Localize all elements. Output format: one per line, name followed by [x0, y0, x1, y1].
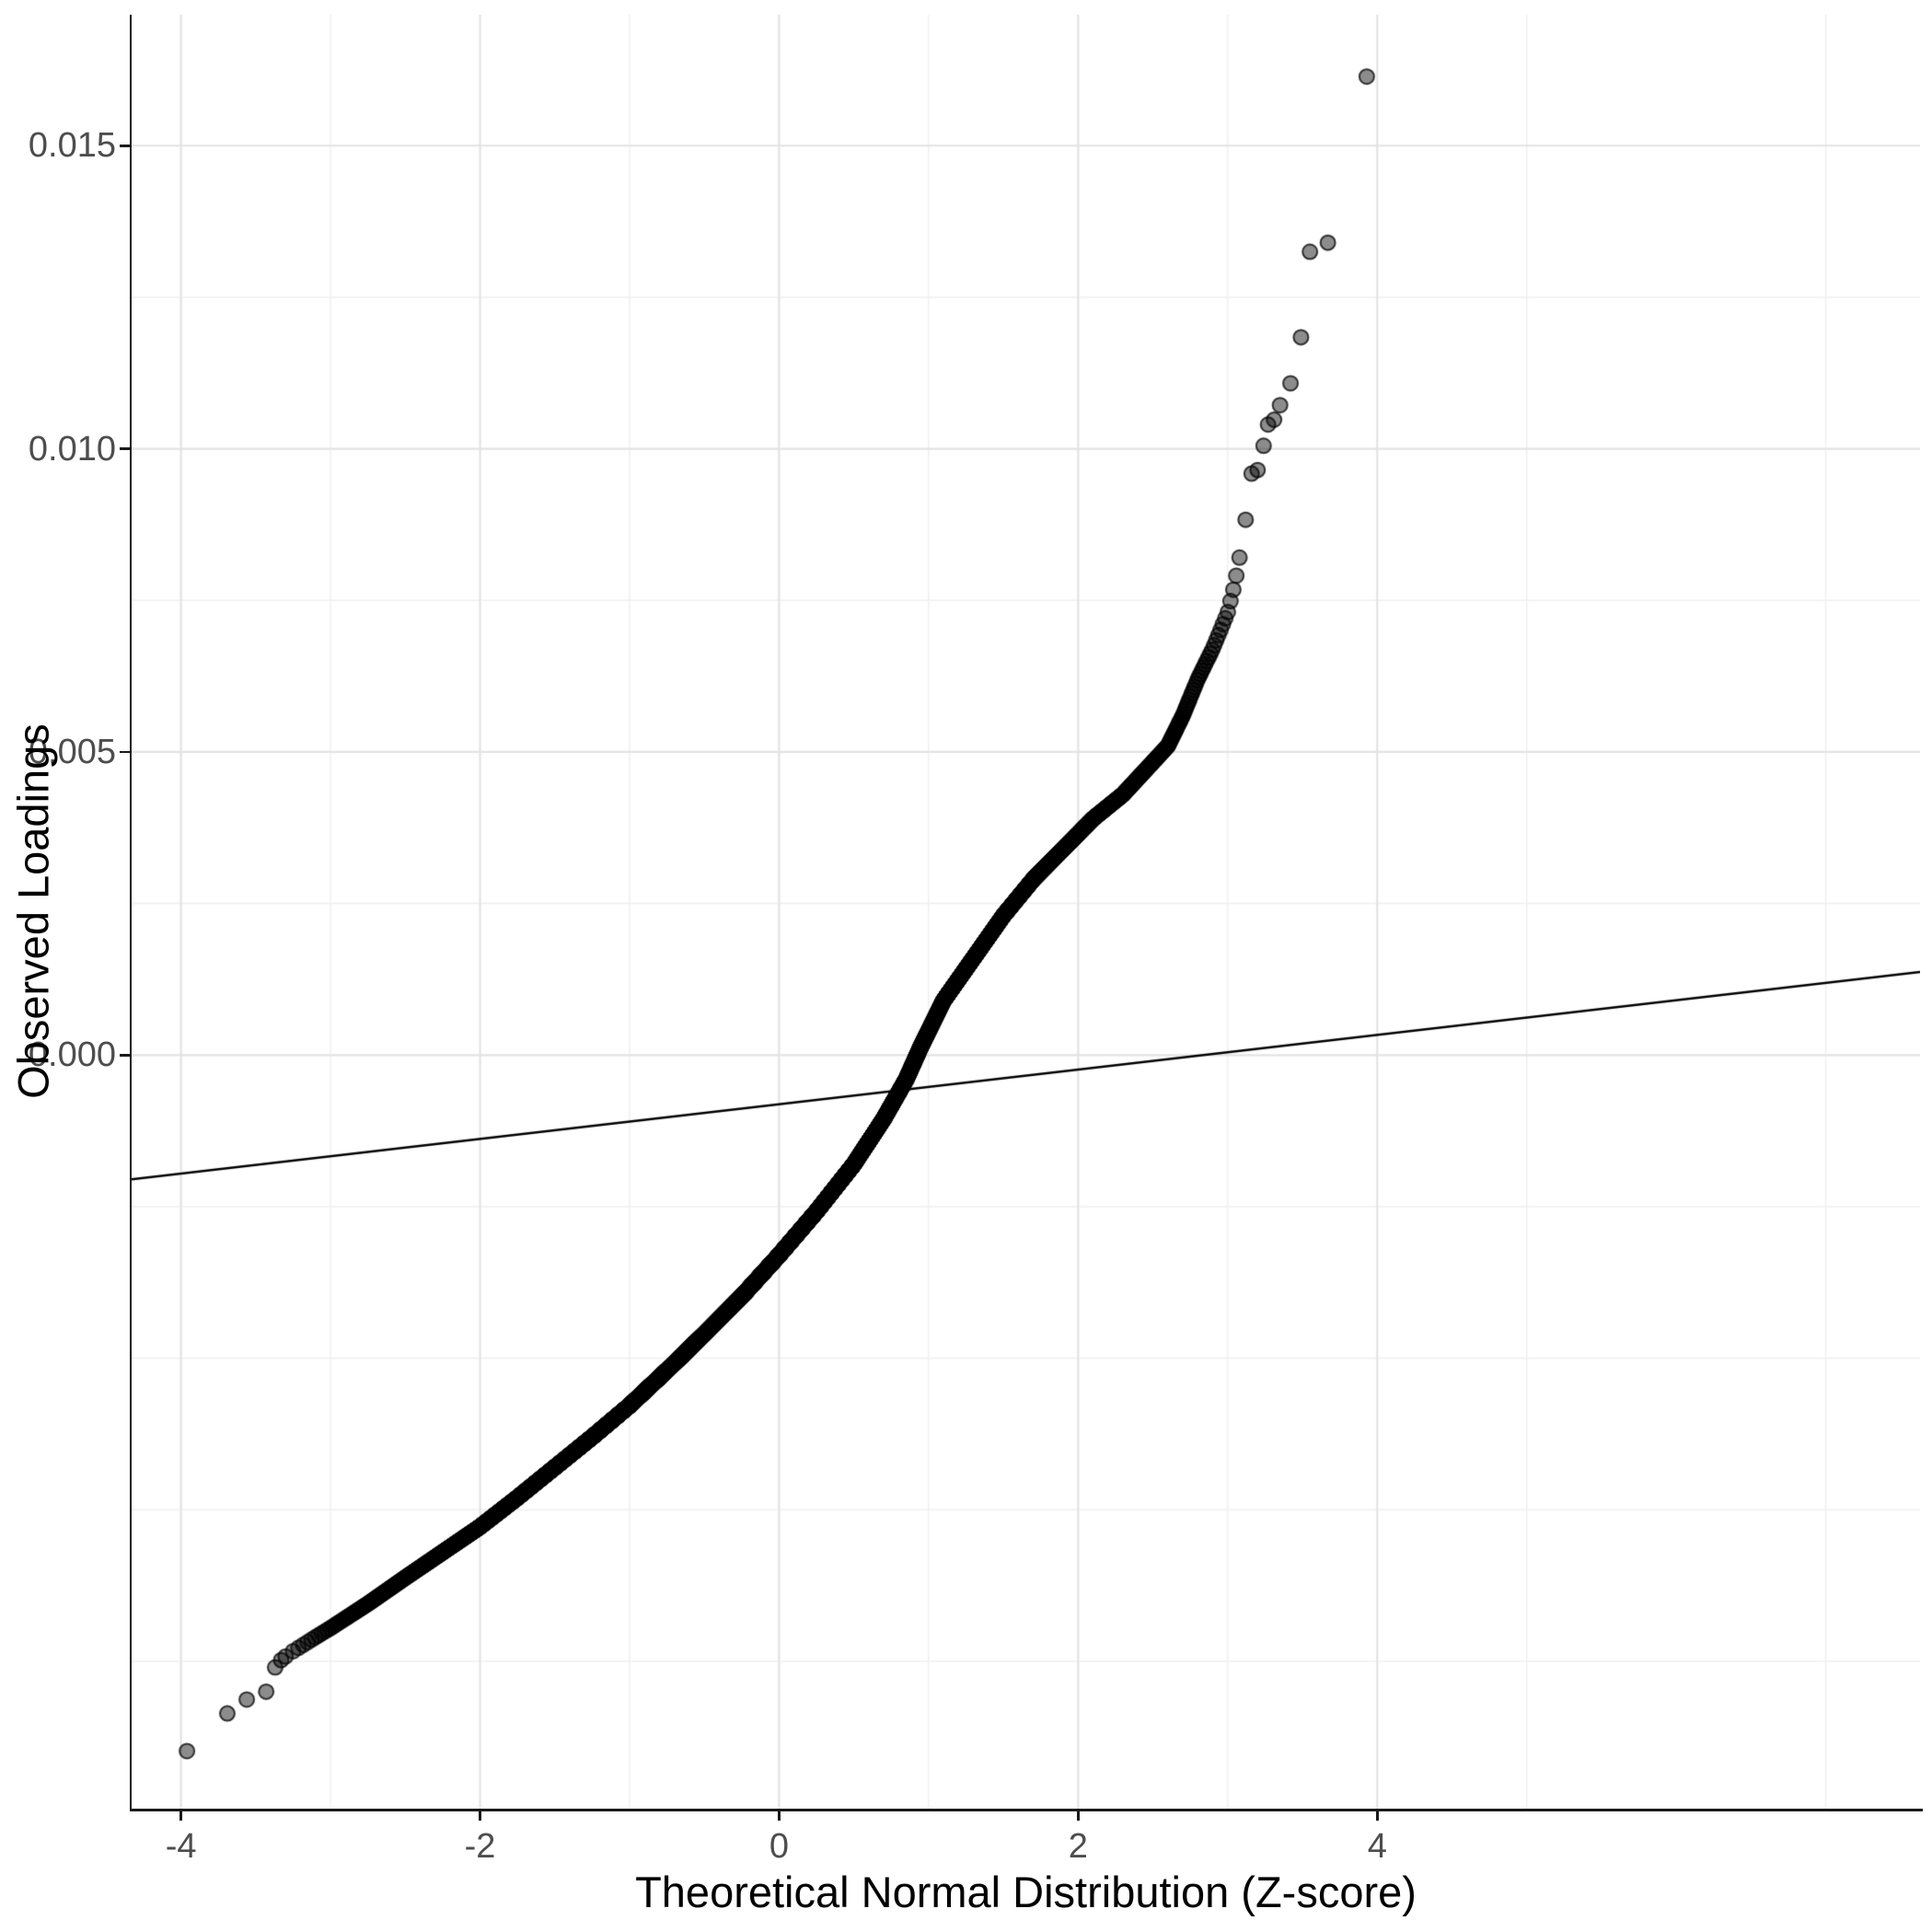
- y-axis-line: [129, 15, 132, 1811]
- x-tick: [179, 1809, 182, 1821]
- x-tick: [1376, 1809, 1379, 1821]
- x-tick: [479, 1809, 481, 1821]
- y-axis-title: Observed Loadings: [8, 723, 58, 1099]
- y-tick: [120, 750, 132, 754]
- y-tick-label: 0.000: [28, 1035, 116, 1075]
- x-tick-label: 0: [769, 1827, 789, 1866]
- x-tick-label: -2: [464, 1827, 496, 1866]
- x-axis-line: [129, 1809, 1923, 1811]
- y-tick: [120, 145, 132, 147]
- y-tick: [120, 1054, 132, 1057]
- x-tick: [1077, 1809, 1080, 1821]
- x-tick-label: 2: [1068, 1827, 1088, 1866]
- qq-plot-canvas: [132, 15, 1920, 1809]
- x-tick-label: -4: [165, 1827, 197, 1866]
- x-tick-label: 4: [1367, 1827, 1387, 1866]
- x-tick: [778, 1809, 781, 1821]
- y-tick-label: 0.005: [28, 732, 116, 771]
- y-tick-label: 0.015: [28, 126, 116, 166]
- y-tick-label: 0.010: [28, 429, 116, 469]
- x-axis-title: Theoretical Normal Distribution (Z-score…: [635, 1868, 1417, 1916]
- plot-panel: [132, 15, 1920, 1809]
- y-tick: [120, 447, 132, 450]
